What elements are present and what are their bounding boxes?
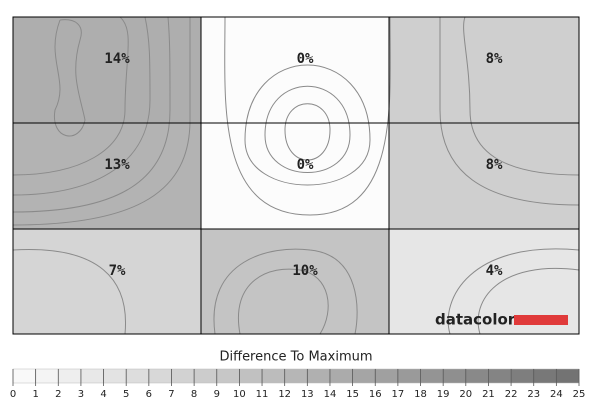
colorbar-tick-label: 9	[214, 389, 220, 400]
cell	[13, 17, 201, 123]
colorbar-swatch	[510, 368, 534, 384]
cell	[201, 229, 389, 334]
frame	[12, 16, 580, 335]
colorbar-tick-label: 24	[550, 389, 563, 400]
colorbar-swatch	[352, 368, 376, 384]
contour	[447, 248, 580, 335]
contour	[12, 16, 171, 213]
value-label: 8%	[486, 157, 503, 173]
contour	[264, 85, 351, 173]
colorbar-swatch	[420, 368, 444, 384]
colorbar-tick-label: 14	[324, 389, 337, 400]
colorbar-swatch	[329, 368, 353, 384]
colorbar-tick-label: 25	[573, 389, 586, 400]
cells	[13, 17, 579, 334]
colorbar-tick-label: 23	[527, 389, 540, 400]
colorbar-tick-label: 12	[278, 389, 291, 400]
cell	[201, 17, 389, 123]
colorbar-tick-label: 15	[346, 389, 359, 400]
cell	[13, 229, 201, 334]
contour	[477, 268, 580, 335]
colorbar-tick-label: 0	[10, 389, 16, 400]
colorbar-tick-label: 2	[55, 389, 61, 400]
cell	[201, 123, 389, 229]
contour	[244, 64, 371, 186]
logo: datacolor	[435, 311, 568, 329]
value-label: 4%	[486, 263, 503, 279]
colorbar-tick-label: 16	[369, 389, 382, 400]
colorbar-swatch	[35, 368, 59, 384]
colorbar-tick-label: 21	[482, 389, 495, 400]
cell	[13, 123, 201, 229]
colorbar-swatch	[103, 368, 127, 384]
colorbar-tick-label: 17	[392, 389, 405, 400]
colorbar-swatch	[216, 368, 240, 384]
colorbar-swatch	[556, 368, 580, 384]
colorbar-tick-label: 7	[168, 389, 174, 400]
contours	[12, 16, 580, 335]
value-label: 0%	[297, 157, 314, 173]
contour	[213, 248, 358, 335]
contour	[12, 249, 127, 335]
colorbar-swatch	[171, 368, 195, 384]
contour	[439, 17, 580, 206]
colorbar-swatch	[261, 368, 285, 384]
value-label: 0%	[297, 51, 314, 67]
contour	[238, 268, 329, 335]
colorbar-swatch	[533, 368, 557, 384]
colorbar-swatch	[58, 368, 82, 384]
colorbar-tick-label: 19	[437, 389, 450, 400]
colorbar-swatch	[239, 368, 263, 384]
colorbar-swatch	[148, 368, 172, 384]
contour	[284, 103, 331, 161]
colorbar-tick-label: 20	[459, 389, 472, 400]
colorbar-tick-label: 1	[32, 389, 38, 400]
colorbar-tick-label: 5	[123, 389, 129, 400]
logo-text: datacolor	[435, 311, 516, 329]
grid	[12, 16, 580, 335]
colorbar-swatch	[12, 368, 36, 384]
colorbar-swatch	[465, 368, 489, 384]
colorbar-swatch	[284, 368, 308, 384]
colorbar-swatch	[442, 368, 467, 384]
cell	[389, 123, 579, 229]
colorbar-swatch	[125, 368, 150, 384]
contour	[12, 16, 129, 176]
colorbar-swatch	[397, 368, 421, 384]
cell	[389, 17, 579, 123]
colorbar: 0 1 2 3 4 5 6 7 8 9 10 11 12 13 14 15 16 17 18 19 20 21 22 23 24…	[10, 368, 586, 400]
colorbar-tick-label: 4	[100, 389, 106, 400]
value-label: 14%	[104, 51, 130, 67]
colorbar-tick-label: 3	[78, 389, 84, 400]
colorbar-swatch	[307, 368, 331, 384]
colorbar-tick-label: 18	[414, 389, 427, 400]
value-label: 7%	[109, 263, 126, 279]
logo-bar	[514, 315, 568, 325]
value-label: 8%	[486, 51, 503, 67]
colorbar-tick-label: 8	[191, 389, 197, 400]
colorbar-tick-label: 13	[301, 389, 314, 400]
contour	[12, 17, 191, 226]
colorbar-tick-label: 22	[505, 389, 518, 400]
colorbar-swatch	[374, 368, 399, 384]
colorbar-swatch	[488, 368, 512, 384]
colorbar-tick-label: 11	[256, 389, 269, 400]
colorbar-tick-label: 10	[233, 389, 246, 400]
colorbar-swatch	[193, 368, 218, 384]
colorbar-swatch	[80, 368, 104, 384]
value-label: 10%	[292, 263, 318, 279]
colorbar-title: Difference To Maximum	[219, 350, 372, 365]
colorbar-tick-label: 6	[146, 389, 152, 400]
contour	[12, 16, 151, 196]
contour	[463, 16, 580, 176]
value-label: 13%	[104, 157, 130, 173]
